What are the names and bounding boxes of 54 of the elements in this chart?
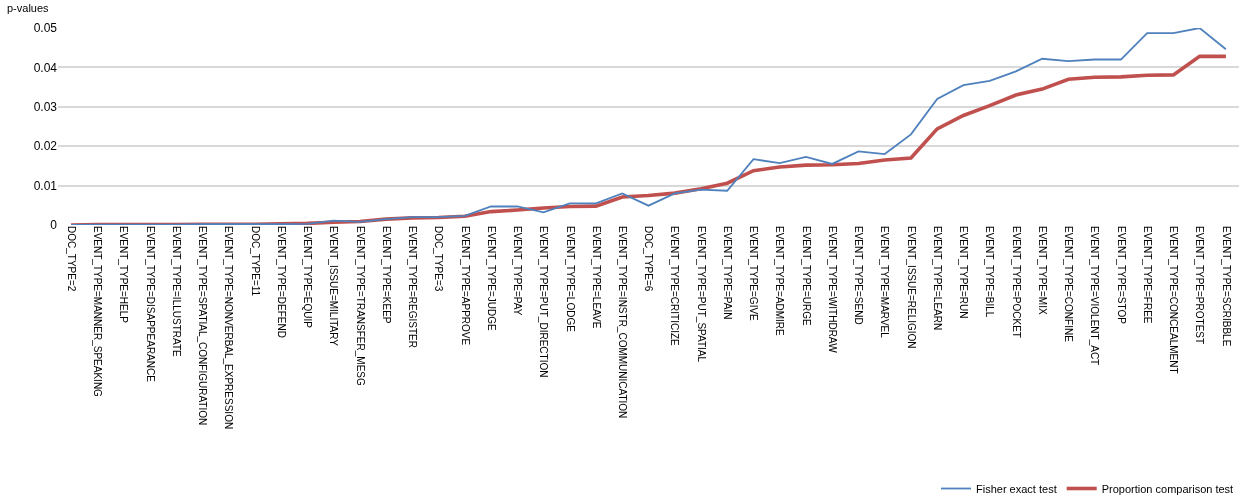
x-tick-label: EVENT_TYPE=INSTR_COMMUNICATION <box>617 226 629 419</box>
x-tick-label: EVENT_ISSUE=MILITARY <box>328 226 340 347</box>
x-tick-label: EVENT_TYPE=FREE <box>1141 226 1153 324</box>
x-tick-label: EVENT_TYPE=PUT_DIRECTION <box>538 226 550 378</box>
x-tick-label: EVENT_TYPE=REGISTER <box>407 226 419 348</box>
x-tick-label: EVENT_TYPE=DEFEND <box>275 226 287 338</box>
x-tick-label: EVENT_TYPE=TRANSFER_MESG <box>354 226 366 386</box>
x-tick-label: EVENT_TYPE=STOP <box>1115 226 1127 325</box>
x-tick-label: EVENT_TYPE=EQUIP <box>302 226 314 329</box>
x-tick-label: DOC_TYPE=3 <box>433 226 445 292</box>
x-tick-label: EVENT_TYPE=CONCEALMENT <box>1168 226 1180 374</box>
x-tick-label: EVENT_TYPE=RUN <box>958 226 970 319</box>
y-axis-title: p-values <box>7 2 50 14</box>
x-tick-label: EVENT_TYPE=WITHDRAW <box>826 226 838 354</box>
x-tick-label: EVENT_TYPE=CRITICIZE <box>669 226 681 347</box>
x-tick-label: EVENT_TYPE=SPATIAL_CONFIGURATION <box>197 226 209 426</box>
x-tick-label: EVENT_TYPE=BILL <box>984 226 996 318</box>
x-tick-label: EVENT_TYPE=APPROVE <box>459 226 471 346</box>
legend-label: Proportion comparison test <box>1101 482 1234 495</box>
legend-label: Fisher exact test <box>976 482 1057 495</box>
x-tick-label: EVENT_TYPE=PAIN <box>721 226 733 320</box>
x-tick-label: EVENT_TYPE=URGE <box>800 226 812 327</box>
x-tick-label: EVENT_TYPE=HELP <box>118 226 130 324</box>
x-tick-label: EVENT_TYPE=LEARN <box>931 226 943 331</box>
x-tick-label: EVENT_TYPE=LODGE <box>564 226 576 333</box>
x-tick-label: EVENT_TYPE=DISAPPEARANCE <box>144 226 156 383</box>
x-tick-label: EVENT_TYPE=PUT_SPATIAL <box>695 226 707 363</box>
x-tick-label: EVENT_TYPE=CONFINE <box>1063 226 1075 343</box>
y-tick-label: 0.03 <box>33 100 58 114</box>
y-tick-label: 0.01 <box>33 178 58 193</box>
x-tick-label: EVENT_TYPE=PROTEST <box>1194 226 1206 345</box>
x-tick-label: EVENT_TYPE=GIVE <box>748 226 760 322</box>
x-tick-label: EVENT_TYPE=KEEP <box>380 226 392 324</box>
x-tick-label: EVENT_TYPE=MANNER_SPEAKING <box>92 226 104 398</box>
y-tick-label: 0.04 <box>33 60 58 75</box>
x-tick-label: EVENT_TYPE=MIX <box>1036 226 1048 315</box>
x-tick-label: EVENT_TYPE=JUDGE <box>485 226 497 332</box>
x-tick-label: EVENT_TYPE=MARVEL <box>879 226 891 339</box>
x-tick-label: EVENT_TYPE=LEAVE <box>590 226 602 329</box>
x-tick-label: DOC_TYPE=2 <box>65 226 77 292</box>
x-tick-label: DOC_TYPE=11 <box>249 226 261 297</box>
x-tick-label: EVENT_TYPE=SCRIBBLE <box>1220 226 1232 347</box>
x-tick-label: EVENT_TYPE=PAY <box>512 226 524 316</box>
x-tick-label: EVENT_ISSUE=RELIGION <box>905 226 917 349</box>
x-tick-label: EVENT_TYPE=NONVERBAL_EXPRESSION <box>223 226 235 430</box>
x-tick-label: EVENT_TYPE=VIOLENT_ACT <box>1089 226 1101 366</box>
y-tick-label: 0.02 <box>33 139 58 154</box>
y-tick-label: 0 <box>50 218 58 233</box>
x-tick-label: EVENT_TYPE=POCKET <box>1010 226 1022 338</box>
x-tick-label: EVENT_TYPE=ILLUSTRATE <box>170 226 182 358</box>
x-tick-label: EVENT_TYPE=ADMIRE <box>774 226 786 337</box>
x-tick-label: EVENT_TYPE=SEND <box>853 226 865 325</box>
x-tick-label: DOC_TYPE=6 <box>643 226 655 292</box>
y-tick-label: 0.05 <box>33 21 58 36</box>
